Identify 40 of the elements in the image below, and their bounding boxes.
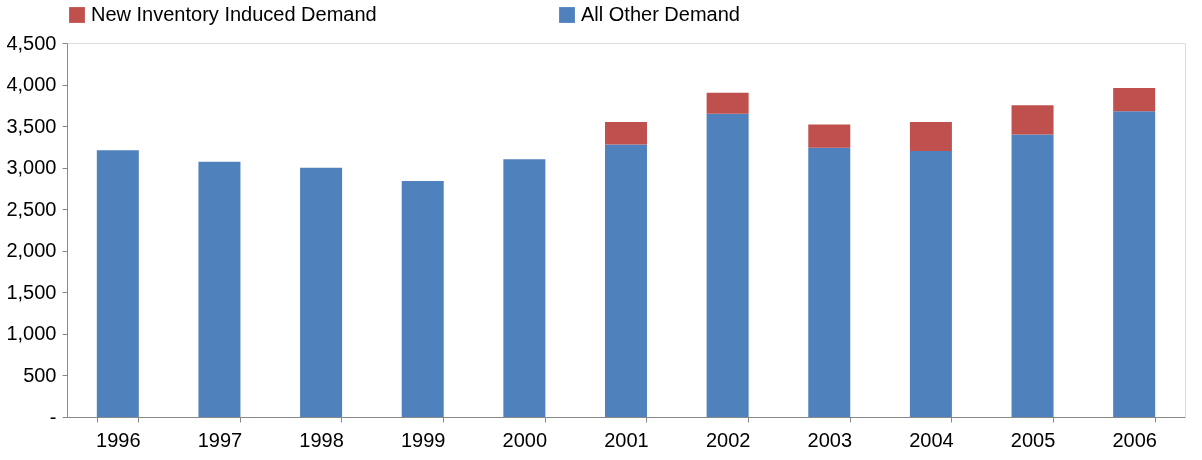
y-tick-label: 4,500: [6, 31, 57, 54]
bar: [96, 150, 139, 417]
x-tick-label: 1999: [400, 428, 446, 451]
x-tick-label: 2000: [502, 428, 548, 451]
x-tick-label: 1996: [96, 428, 141, 451]
x-tick-label: 2006: [1112, 428, 1157, 451]
x-tick-label: 1998: [299, 428, 344, 451]
bar: [605, 144, 647, 417]
y-tick-label: 2,500: [6, 197, 57, 220]
bar: [503, 159, 546, 417]
bar: [1113, 111, 1156, 417]
bar: [401, 180, 444, 417]
bar: [706, 113, 749, 417]
x-tick-label: 2003: [807, 428, 853, 451]
bar: [605, 121, 647, 145]
bar: [1113, 87, 1156, 112]
x-tick-label: 2005: [1010, 428, 1056, 451]
legend-label: New Inventory Induced Demand: [91, 3, 377, 25]
y-tick-label: 3,000: [6, 156, 57, 179]
y-tick-label: -: [49, 405, 57, 428]
x-tick-label: 1997: [197, 428, 243, 451]
x-tick-label: 2004: [909, 428, 954, 451]
y-tick-label: 500: [23, 363, 57, 386]
bar: [909, 151, 952, 417]
y-tick-label: 3,500: [6, 114, 57, 137]
legend-label: All Other Demand: [581, 3, 740, 25]
y-tick-label: 4,000: [6, 73, 57, 96]
bar: [300, 167, 343, 417]
bar: [808, 124, 851, 148]
x-tick-label: 2001: [604, 428, 649, 451]
y-tick-label: 1,000: [6, 322, 57, 345]
y-tick-label: 1,500: [6, 280, 57, 303]
bar: [1011, 134, 1054, 417]
bar: [706, 92, 749, 114]
y-tick-label: 2,000: [6, 239, 57, 262]
bar: [198, 161, 241, 417]
x-tick-label: 2002: [705, 428, 751, 451]
bar: [808, 147, 851, 417]
bar: [1011, 105, 1054, 135]
bar: [909, 121, 952, 152]
